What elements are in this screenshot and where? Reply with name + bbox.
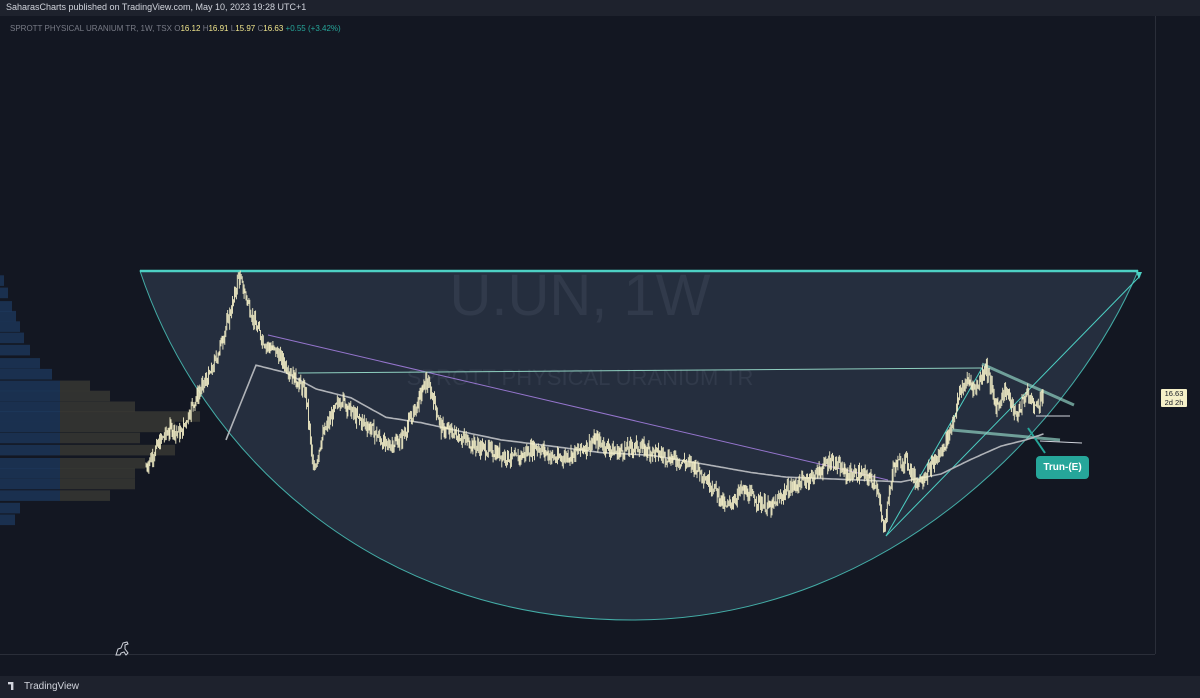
symbol-name: SPROTT PHYSICAL URANIUM TR, 1W, TSX — [10, 24, 172, 33]
footer-bar: TradingView — [0, 676, 1200, 698]
vp-bar-up-9 — [0, 380, 60, 392]
vp-bar-up-8 — [0, 368, 52, 380]
vp-bar-up-7 — [0, 358, 40, 369]
vp-bar-up-3 — [0, 310, 16, 322]
vp-bar-down-9 — [60, 380, 90, 392]
vp-bar-up-19 — [0, 490, 60, 501]
tradingview-logo-icon — [8, 682, 14, 690]
high-value: 16.91 — [208, 24, 229, 33]
vp-bar-up-1 — [0, 287, 8, 299]
time-axis[interactable] — [0, 654, 1155, 675]
horizontal-resistance-line[interactable] — [297, 367, 983, 374]
vp-bar-up-13 — [0, 421, 60, 433]
wedge-lower-line[interactable] — [951, 428, 1061, 442]
cup-shape[interactable] — [139, 270, 1139, 621]
low-value: 15.97 — [235, 24, 256, 33]
vp-bar-up-0 — [0, 275, 4, 286]
tradingview-logo[interactable]: TradingView — [8, 681, 79, 692]
vp-bar-down-19 — [60, 490, 110, 501]
close-label: C — [257, 24, 264, 33]
vp-bar-up-15 — [0, 444, 60, 456]
vp-bar-up-17 — [0, 468, 60, 479]
dino-icon — [115, 641, 129, 656]
vp-bar-up-10 — [0, 390, 60, 402]
trun-e-label: Trun-(E) — [1036, 456, 1089, 479]
vp-bar-up-11 — [0, 401, 60, 413]
vp-bar-up-6 — [0, 344, 30, 356]
header-bar: SaharasCharts published on TradingView.c… — [0, 0, 1200, 16]
vp-bar-down-11 — [60, 401, 135, 413]
target-line-2 — [1039, 440, 1083, 444]
chart-area[interactable] — [0, 16, 1155, 654]
vp-bar-up-4 — [0, 321, 20, 332]
tradingview-brand: TradingView — [24, 681, 80, 692]
low-label: L — [230, 24, 236, 33]
vp-bar-down-18 — [60, 478, 135, 490]
publisher-text: SaharasCharts published on TradingView.c… — [6, 2, 307, 12]
vp-bar-up-20 — [0, 502, 20, 514]
vp-bar-down-10 — [60, 390, 110, 402]
vp-bar-down-17 — [60, 468, 135, 479]
vp-bar-up-14 — [0, 432, 60, 444]
channel-line-upper[interactable] — [885, 367, 983, 537]
volume-profile — [0, 275, 200, 526]
watermark-name: SPROTT PHYSICAL URANIUM TR — [407, 365, 754, 390]
vp-bar-down-13 — [60, 421, 175, 433]
close-value: 16.63 — [263, 24, 284, 33]
moving-average-line[interactable] — [225, 364, 1044, 483]
vp-bar-down-16 — [60, 458, 145, 469]
high-label: H — [202, 24, 209, 33]
trend-line-down[interactable] — [267, 334, 889, 481]
vp-bar-up-5 — [0, 332, 24, 344]
last-price-badge: 16.63 2d 2h — [1161, 389, 1187, 407]
bar-countdown: 2d 2h — [1164, 398, 1184, 407]
trun-pointer — [1027, 427, 1046, 454]
watermark-ticker: U.UN, 1W — [450, 263, 711, 328]
symbol-info: SPROTT PHYSICAL URANIUM TR, 1W, TSX O16.… — [10, 24, 341, 33]
vp-bar-up-16 — [0, 458, 60, 469]
open-label: O — [174, 24, 181, 33]
vp-bar-up-12 — [0, 411, 60, 422]
vp-bar-down-14 — [60, 432, 140, 444]
vp-bar-up-18 — [0, 478, 60, 490]
change-value: +0.55 (+3.42%) — [285, 24, 341, 33]
vp-bar-down-12 — [60, 411, 200, 422]
price-axis[interactable] — [1155, 16, 1200, 654]
vp-bar-up-21 — [0, 514, 15, 526]
vp-bar-down-15 — [60, 444, 175, 456]
open-value: 16.12 — [180, 24, 201, 33]
last-price-value: 16.63 — [1164, 389, 1184, 398]
price-series[interactable] — [145, 270, 1044, 533]
vp-bar-up-2 — [0, 301, 12, 312]
arrow-head — [1136, 272, 1142, 279]
